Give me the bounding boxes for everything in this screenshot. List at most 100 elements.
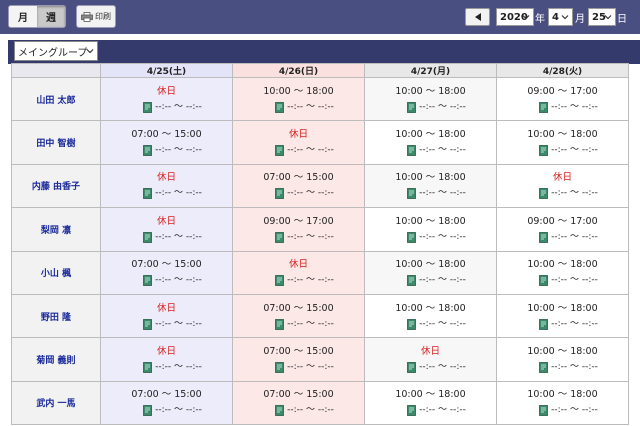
- actual-time-value: --:-- ～ --:--: [155, 275, 202, 286]
- staff-name-link[interactable]: 梨岡 凛: [11, 207, 101, 252]
- shift-cell[interactable]: 10:00 ～ 18:00 --:-- ～ --:--: [496, 120, 629, 165]
- day-select[interactable]: 25: [588, 8, 616, 26]
- actual-time-value: --:-- ～ --:--: [287, 405, 334, 416]
- shift-cell[interactable]: 10:00 ～ 18:00 --:-- ～ --:--: [364, 163, 497, 209]
- timecard-icon: [407, 188, 417, 200]
- timecard-icon: [143, 145, 153, 156]
- shift-cell[interactable]: 09:00 ～ 17:00 --:-- ～ --:--: [496, 207, 629, 252]
- shift-cell[interactable]: 07:00 ～ 15:00 --:-- ～ --:--: [232, 293, 365, 339]
- shift-cell[interactable]: 休日 --:-- ～ --:--: [232, 250, 365, 295]
- timecard-icon: [539, 405, 549, 417]
- shift-cell[interactable]: 10:00 ～ 18:00 --:-- ～ --:--: [364, 76, 497, 122]
- staff-name-link[interactable]: 武内 一馬: [11, 380, 101, 426]
- planned-shift: 休日: [420, 346, 440, 358]
- timecard-icon: [407, 231, 417, 243]
- chevron-down-icon: [604, 15, 612, 20]
- shift-cell[interactable]: 休日 --:-- ～ --:--: [100, 76, 233, 122]
- group-select[interactable]: メイングループ: [14, 41, 98, 61]
- prev-week-button[interactable]: [465, 8, 490, 26]
- planned-shift: 09:00 ～ 17:00: [263, 215, 334, 227]
- timecard-icon: [143, 188, 153, 200]
- actual-time: --:-- ～ --:--: [365, 187, 496, 200]
- shift-cell[interactable]: 休日 --:-- ～ --:--: [100, 337, 233, 382]
- actual-time: --:-- ～ --:--: [101, 144, 232, 157]
- planned-shift: 休日: [288, 129, 308, 141]
- shift-cell[interactable]: 07:00 ～ 15:00 --:-- ～ --:--: [100, 380, 233, 426]
- group-select-value: メイングループ: [18, 47, 88, 59]
- shift-cell[interactable]: 10:00 ～ 18:00 --:-- ～ --:--: [232, 76, 365, 122]
- day-value: 25: [592, 11, 606, 23]
- planned-shift: 07:00 ～ 15:00: [131, 129, 202, 141]
- actual-time-value: --:-- ～ --:--: [551, 101, 598, 112]
- schedule-body: 山田 太郎休日 --:-- ～ --:-- 10:00 ～ 18:00 --:-- ～…: [11, 76, 629, 426]
- timecard-icon: [539, 145, 549, 156]
- shift-cell[interactable]: 10:00 ～ 18:00 --:-- ～ --:--: [364, 207, 497, 252]
- shift-cell[interactable]: 10:00 ～ 18:00 --:-- ～ --:--: [496, 380, 629, 426]
- planned-shift: 07:00 ～ 15:00: [263, 172, 334, 184]
- shift-cell[interactable]: 07:00 ～ 15:00 --:-- ～ --:--: [232, 163, 365, 209]
- planned-shift: 10:00 ～ 18:00: [395, 389, 466, 401]
- timecard-icon: [539, 101, 549, 113]
- planned-shift: 休日: [156, 302, 176, 314]
- staff-name-link[interactable]: 小山 楓: [11, 250, 101, 295]
- printer-icon: [81, 11, 93, 22]
- actual-time-value: --:-- ～ --:--: [419, 318, 466, 329]
- shift-cell[interactable]: 10:00 ～ 18:00 --:-- ～ --:--: [496, 250, 629, 295]
- actual-time-value: --:-- ～ --:--: [155, 145, 202, 156]
- month-select[interactable]: 4: [548, 8, 573, 26]
- shift-cell[interactable]: 休日 --:-- ～ --:--: [232, 120, 365, 165]
- actual-time: --:-- ～ --:--: [497, 101, 628, 114]
- staff-name-link[interactable]: 菊岡 義則: [11, 337, 101, 382]
- planned-shift: 休日: [552, 172, 572, 184]
- table-row: 武内 一馬 07:00 ～ 15:00 --:-- ～ --:-- 07:00 ～ 1…: [11, 380, 629, 426]
- shift-cell[interactable]: 休日 --:-- ～ --:--: [496, 163, 629, 209]
- shift-cell[interactable]: 09:00 ～ 17:00 --:-- ～ --:--: [232, 207, 365, 252]
- timecard-icon: [143, 231, 153, 243]
- shift-cell[interactable]: 休日 --:-- ～ --:--: [100, 207, 233, 252]
- month-unit: 月: [575, 14, 585, 25]
- actual-time-value: --:-- ～ --:--: [287, 362, 334, 373]
- staff-name-link[interactable]: 内藤 由香子: [11, 163, 101, 209]
- view-toggle: 月 週: [8, 5, 66, 28]
- timecard-icon: [407, 362, 417, 373]
- shift-cell[interactable]: 10:00 ～ 18:00 --:-- ～ --:--: [496, 293, 629, 339]
- planned-shift: 10:00 ～ 18:00: [527, 346, 598, 358]
- shift-cell[interactable]: 10:00 ～ 18:00 --:-- ～ --:--: [496, 337, 629, 382]
- shift-cell[interactable]: 07:00 ～ 15:00 --:-- ～ --:--: [232, 380, 365, 426]
- year-select[interactable]: 2020: [496, 8, 534, 26]
- shift-cell[interactable]: 休日 --:-- ～ --:--: [100, 163, 233, 209]
- planned-shift: 10:00 ～ 18:00: [263, 85, 334, 97]
- actual-time-value: --:-- ～ --:--: [419, 362, 466, 373]
- actual-time-value: --:-- ～ --:--: [419, 145, 466, 156]
- timecard-icon: [275, 231, 285, 243]
- shift-cell[interactable]: 09:00 ～ 17:00 --:-- ～ --:--: [496, 76, 629, 122]
- actual-time-value: --:-- ～ --:--: [419, 231, 466, 242]
- staff-name-link[interactable]: 山田 太郎: [11, 76, 101, 122]
- actual-time-value: --:-- ～ --:--: [287, 318, 334, 329]
- month-value: 4: [552, 11, 559, 23]
- actual-time-value: --:-- ～ --:--: [287, 101, 334, 112]
- month-view-button[interactable]: 月: [9, 6, 37, 27]
- shift-cell[interactable]: 07:00 ～ 15:00 --:-- ～ --:--: [232, 337, 365, 382]
- table-row: 小山 楓 07:00 ～ 15:00 --:-- ～ --:-- 休日 --:-- ～ …: [11, 250, 629, 295]
- shift-cell[interactable]: 10:00 ～ 18:00 --:-- ～ --:--: [364, 120, 497, 165]
- shift-cell[interactable]: 休日 --:-- ～ --:--: [364, 337, 497, 382]
- planned-shift: 休日: [156, 346, 176, 358]
- staff-name-link[interactable]: 田中 智樹: [11, 120, 101, 165]
- shift-cell[interactable]: 10:00 ～ 18:00 --:-- ～ --:--: [364, 250, 497, 295]
- print-button[interactable]: 印刷: [76, 5, 116, 28]
- planned-shift: 07:00 ～ 15:00: [263, 389, 334, 401]
- actual-time-value: --:-- ～ --:--: [551, 362, 598, 373]
- staff-name-link[interactable]: 野田 隆: [11, 293, 101, 339]
- shift-cell[interactable]: 休日 --:-- ～ --:--: [100, 293, 233, 339]
- timecard-icon: [143, 405, 153, 417]
- shift-cell[interactable]: 07:00 ～ 15:00 --:-- ～ --:--: [100, 250, 233, 295]
- actual-time: --:-- ～ --:--: [233, 187, 364, 200]
- actual-time: --:-- ～ --:--: [101, 101, 232, 114]
- shift-cell[interactable]: 07:00 ～ 15:00 --:-- ～ --:--: [100, 120, 233, 165]
- week-view-button[interactable]: 週: [37, 6, 65, 27]
- actual-time: --:-- ～ --:--: [497, 404, 628, 417]
- actual-time: --:-- ～ --:--: [101, 274, 232, 287]
- shift-cell[interactable]: 10:00 ～ 18:00 --:-- ～ --:--: [364, 293, 497, 339]
- shift-cell[interactable]: 10:00 ～ 18:00 --:-- ～ --:--: [364, 380, 497, 426]
